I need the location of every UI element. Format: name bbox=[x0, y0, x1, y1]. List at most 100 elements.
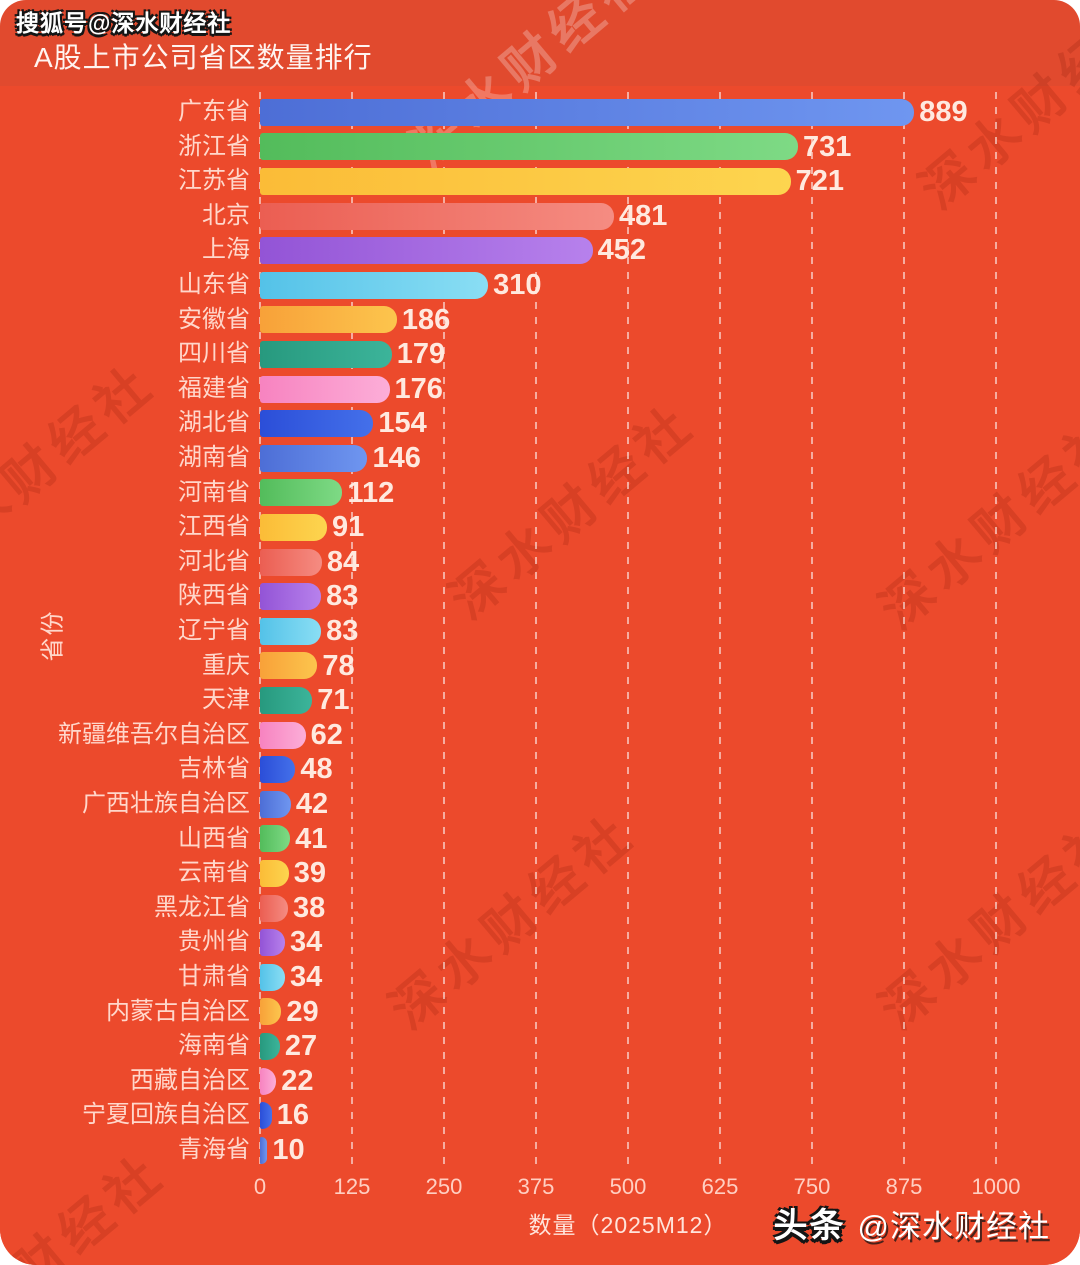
bar-value-label: 27 bbox=[284, 1030, 318, 1063]
category-label: 北京 bbox=[202, 201, 250, 229]
bar-value-label: 71 bbox=[317, 684, 350, 717]
x-tick-label: 0 bbox=[253, 1174, 267, 1199]
bar bbox=[260, 514, 327, 541]
page-title: A股上市公司省区数量排行 bbox=[34, 42, 373, 73]
x-axis-title: 数量（2025M12） bbox=[528, 1212, 728, 1238]
bar bbox=[260, 860, 289, 887]
grid-line bbox=[903, 92, 905, 1168]
bar-value-label: 22 bbox=[281, 1064, 314, 1097]
category-label: 重庆 bbox=[202, 651, 250, 679]
category-label: 江苏省 bbox=[178, 167, 250, 195]
category-label: 安徽省 bbox=[178, 305, 250, 333]
bar bbox=[260, 548, 322, 576]
bar bbox=[260, 133, 799, 161]
bar-value-label: 34 bbox=[290, 926, 323, 959]
category-label: 海南省 bbox=[178, 1032, 250, 1060]
grid-line bbox=[351, 92, 353, 1168]
category-label: 河北省 bbox=[178, 547, 250, 575]
category-label: 福建省 bbox=[178, 374, 250, 402]
x-tick-label: 375 bbox=[517, 1174, 555, 1199]
bar-value-label: 721 bbox=[795, 165, 845, 198]
category-label: 陕西省 bbox=[178, 582, 250, 610]
category-label: 内蒙古自治区 bbox=[106, 997, 250, 1025]
category-label: 西藏自治区 bbox=[130, 1066, 250, 1094]
bar bbox=[260, 375, 390, 403]
category-label: 河南省 bbox=[178, 478, 250, 506]
bar bbox=[260, 687, 313, 714]
category-label: 上海 bbox=[202, 236, 250, 264]
bar bbox=[260, 825, 291, 853]
bar-value-label: 176 bbox=[394, 372, 443, 405]
grid-line bbox=[811, 92, 813, 1168]
x-tick-label: 1000 bbox=[971, 1174, 1021, 1199]
bar bbox=[260, 617, 322, 645]
category-label: 四川省 bbox=[178, 340, 250, 368]
x-tick-label: 500 bbox=[609, 1174, 647, 1199]
bar-value-label: 42 bbox=[295, 788, 329, 820]
bar bbox=[260, 341, 392, 368]
category-label: 青海省 bbox=[178, 1136, 250, 1163]
toutiao-badge: 头条 @深水财经社 bbox=[774, 1198, 1050, 1247]
bar-value-label: 179 bbox=[396, 338, 446, 371]
sohu-badge: 搜狐号@深水财经社 bbox=[16, 10, 232, 36]
bar-value-label: 41 bbox=[295, 822, 328, 855]
bar bbox=[260, 271, 489, 299]
category-label: 江西省 bbox=[178, 513, 250, 541]
x-tick-label: 750 bbox=[793, 1174, 831, 1199]
category-label: 新疆维吾尔自治区 bbox=[58, 720, 250, 748]
bar bbox=[260, 929, 286, 957]
category-label: 广西壮族自治区 bbox=[82, 790, 250, 817]
grid-line bbox=[995, 92, 997, 1168]
bar-value-label: 39 bbox=[293, 857, 326, 890]
category-label: 贵州省 bbox=[178, 928, 250, 956]
bar-value-label: 29 bbox=[286, 995, 319, 1028]
bar-value-label: 48 bbox=[300, 753, 333, 786]
bar-value-label: 83 bbox=[326, 615, 359, 647]
bar bbox=[260, 1033, 280, 1060]
x-tick-label: 625 bbox=[701, 1174, 739, 1199]
bar bbox=[260, 1102, 272, 1130]
bar-value-label: 16 bbox=[276, 1099, 310, 1132]
category-label: 山东省 bbox=[178, 271, 250, 298]
category-label: 山西省 bbox=[178, 824, 250, 852]
bar-value-label: 10 bbox=[272, 1134, 305, 1166]
x-tick-label: 250 bbox=[425, 1174, 463, 1199]
bar bbox=[260, 1136, 268, 1164]
grid-line bbox=[719, 92, 721, 1168]
bar bbox=[260, 168, 791, 195]
bar bbox=[260, 202, 615, 230]
bar-value-label: 186 bbox=[401, 303, 451, 336]
x-tick-label: 875 bbox=[885, 1174, 923, 1199]
bar-value-label: 146 bbox=[372, 442, 421, 474]
bar bbox=[260, 410, 374, 438]
bar-value-label: 84 bbox=[326, 545, 360, 578]
bar bbox=[260, 306, 397, 334]
bar-value-label: 78 bbox=[322, 649, 355, 682]
bar-value-label: 731 bbox=[803, 130, 852, 163]
category-label: 宁夏回族自治区 bbox=[82, 1101, 250, 1129]
bar bbox=[260, 98, 915, 126]
bar bbox=[260, 583, 322, 611]
bar-value-label: 38 bbox=[292, 891, 326, 924]
grid-line bbox=[627, 92, 629, 1168]
category-label: 辽宁省 bbox=[178, 617, 250, 644]
category-label: 湖北省 bbox=[178, 409, 250, 437]
category-label: 浙江省 bbox=[178, 132, 250, 160]
bar-value-label: 889 bbox=[919, 96, 968, 128]
bar bbox=[260, 237, 593, 265]
bar-value-label: 34 bbox=[290, 961, 323, 993]
category-label: 甘肃省 bbox=[178, 963, 250, 990]
category-label: 黑龙江省 bbox=[154, 893, 250, 921]
bar-value-label: 91 bbox=[331, 511, 365, 544]
bar-value-label: 83 bbox=[326, 580, 359, 613]
bar-value-label: 62 bbox=[310, 718, 343, 751]
grid-line bbox=[535, 92, 537, 1168]
bar bbox=[260, 998, 282, 1026]
x-tick-label: 125 bbox=[333, 1174, 371, 1199]
toutiao-logo-text: 头条 bbox=[773, 1207, 846, 1245]
bar bbox=[260, 963, 286, 991]
category-label: 广东省 bbox=[178, 98, 250, 125]
bar bbox=[260, 1067, 277, 1095]
category-label: 吉林省 bbox=[178, 755, 250, 783]
bar-value-label: 452 bbox=[597, 234, 647, 267]
